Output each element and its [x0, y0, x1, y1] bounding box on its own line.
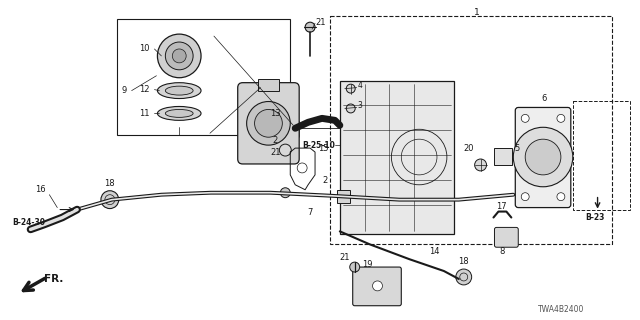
- Text: 5: 5: [515, 144, 520, 153]
- Text: 1: 1: [474, 8, 479, 17]
- Text: 2: 2: [323, 176, 328, 185]
- FancyBboxPatch shape: [515, 108, 571, 208]
- Bar: [340, 81, 454, 234]
- Circle shape: [157, 34, 201, 78]
- Text: 2: 2: [273, 136, 278, 145]
- Bar: [573, 100, 630, 210]
- Text: 14: 14: [429, 247, 440, 256]
- Text: 20: 20: [463, 144, 474, 153]
- Bar: [257, 79, 279, 91]
- Text: 17: 17: [496, 202, 507, 211]
- Text: 6: 6: [541, 94, 547, 103]
- Ellipse shape: [165, 86, 193, 95]
- FancyBboxPatch shape: [237, 83, 299, 164]
- Bar: [330, 16, 612, 244]
- Ellipse shape: [157, 83, 201, 99]
- Text: 4: 4: [358, 81, 362, 90]
- Text: 16: 16: [35, 185, 46, 194]
- Circle shape: [280, 188, 291, 198]
- Circle shape: [456, 269, 472, 285]
- Text: 10: 10: [139, 44, 150, 53]
- FancyBboxPatch shape: [495, 228, 518, 247]
- Circle shape: [475, 159, 486, 171]
- Circle shape: [246, 101, 291, 145]
- Text: B-25-10: B-25-10: [302, 140, 335, 150]
- Text: 7: 7: [307, 208, 313, 217]
- Circle shape: [305, 22, 315, 32]
- Circle shape: [255, 109, 282, 137]
- Circle shape: [557, 193, 565, 201]
- Circle shape: [346, 104, 355, 113]
- Text: 11: 11: [139, 109, 150, 118]
- Text: 21: 21: [315, 18, 326, 27]
- Bar: [116, 19, 291, 135]
- Circle shape: [521, 114, 529, 122]
- Text: 12: 12: [139, 85, 150, 94]
- Circle shape: [101, 191, 119, 209]
- Bar: [495, 148, 512, 165]
- Text: 18: 18: [104, 179, 115, 188]
- Text: 15: 15: [318, 144, 328, 153]
- Ellipse shape: [165, 109, 193, 117]
- Circle shape: [172, 49, 186, 63]
- FancyBboxPatch shape: [353, 267, 401, 306]
- Ellipse shape: [157, 107, 201, 120]
- Circle shape: [521, 193, 529, 201]
- Text: 3: 3: [358, 101, 362, 110]
- Circle shape: [513, 127, 573, 187]
- Circle shape: [372, 281, 383, 291]
- Text: B-23: B-23: [586, 213, 605, 222]
- FancyBboxPatch shape: [284, 120, 299, 138]
- Circle shape: [165, 42, 193, 70]
- Text: 19: 19: [362, 260, 373, 268]
- Text: 8: 8: [500, 247, 505, 256]
- Text: FR.: FR.: [44, 274, 64, 284]
- Text: B-24-30: B-24-30: [13, 218, 45, 227]
- Circle shape: [525, 139, 561, 175]
- Circle shape: [279, 144, 291, 156]
- Circle shape: [557, 114, 565, 122]
- Text: TWA4B2400: TWA4B2400: [538, 305, 584, 314]
- Text: 18: 18: [458, 257, 469, 266]
- Text: 9: 9: [122, 86, 127, 95]
- Circle shape: [346, 84, 355, 93]
- Text: 21: 21: [340, 253, 350, 262]
- Circle shape: [349, 262, 360, 272]
- Bar: [337, 190, 349, 203]
- Text: 21: 21: [270, 148, 281, 156]
- Text: 13: 13: [271, 109, 281, 118]
